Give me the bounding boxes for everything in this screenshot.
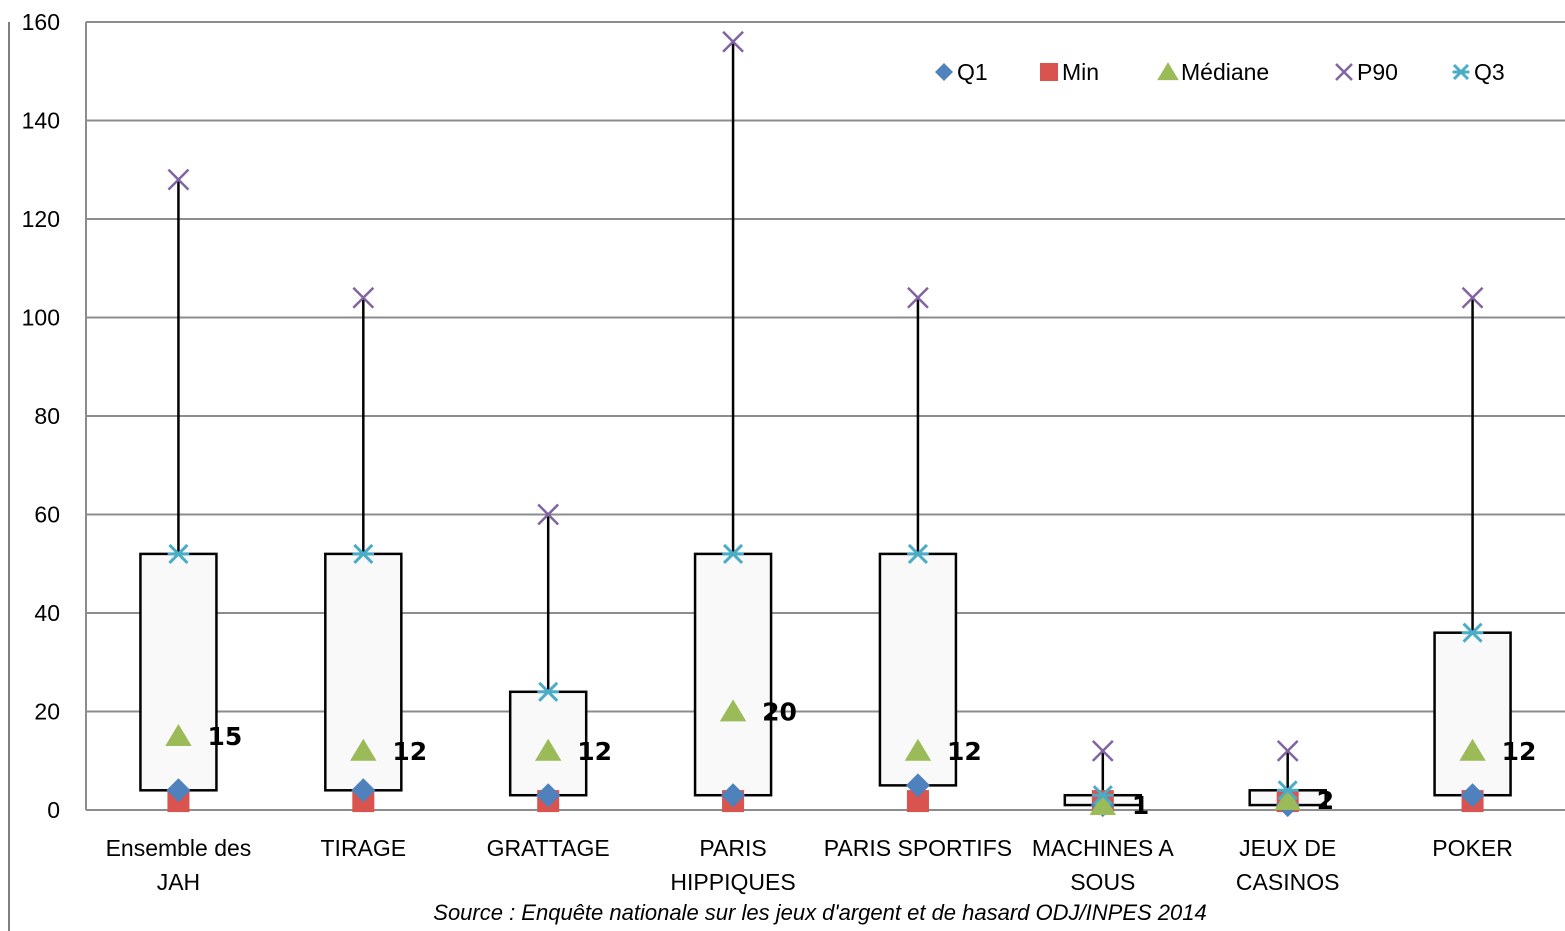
marker-q3 bbox=[537, 681, 559, 702]
legend-label: Médiane bbox=[1181, 59, 1269, 85]
marker-p90 bbox=[1091, 740, 1114, 762]
box bbox=[1433, 631, 1512, 797]
x-category-label: POKER bbox=[1432, 835, 1513, 861]
marker-q1 bbox=[536, 783, 561, 808]
x-category-label: PARIS SPORTIFS bbox=[824, 835, 1012, 861]
box bbox=[139, 552, 218, 792]
y-tick-label: 0 bbox=[47, 797, 60, 823]
median-data-label: 12 bbox=[577, 737, 612, 766]
x-category-label: HIPPIQUES bbox=[670, 869, 795, 895]
marker-q1 bbox=[1460, 783, 1485, 808]
marker-median bbox=[165, 724, 192, 747]
legend-label: Min bbox=[1062, 59, 1099, 85]
marker-p90 bbox=[1276, 740, 1299, 762]
marker-median bbox=[350, 738, 377, 761]
y-tick-label: 120 bbox=[22, 206, 60, 232]
marker-q3 bbox=[352, 543, 375, 564]
legend-marker-q1 bbox=[935, 63, 953, 81]
source-caption: Source : Enquête nationale sur les jeux … bbox=[433, 900, 1207, 925]
y-tick-label: 100 bbox=[22, 305, 60, 331]
x-category-label: Ensemble des bbox=[106, 835, 252, 861]
x-category-label: SOUS bbox=[1070, 869, 1135, 895]
marker-q3 bbox=[1276, 780, 1299, 801]
marker-median bbox=[1459, 738, 1486, 761]
x-category-label: CASINOS bbox=[1236, 869, 1340, 895]
legend-label: Q3 bbox=[1474, 59, 1505, 85]
x-category-label: TIRAGE bbox=[321, 835, 407, 861]
marker-q1 bbox=[351, 778, 376, 803]
median-data-label: 15 bbox=[207, 722, 242, 751]
y-tick-label: 20 bbox=[34, 699, 60, 725]
marker-q1 bbox=[721, 783, 746, 808]
legend-marker-min bbox=[1040, 63, 1058, 81]
median-data-label: 2 bbox=[1317, 786, 1334, 815]
legend-marker-q3 bbox=[1452, 63, 1470, 81]
y-tick-label: 40 bbox=[34, 600, 60, 626]
y-tick-label: 160 bbox=[22, 9, 60, 35]
marker-q1 bbox=[905, 773, 930, 798]
median-data-label: 12 bbox=[392, 737, 427, 766]
x-category-label: PARIS bbox=[699, 835, 766, 861]
marker-median bbox=[1274, 788, 1301, 811]
marker-p90 bbox=[537, 503, 560, 526]
marker-p90 bbox=[907, 286, 929, 309]
marker-median bbox=[719, 699, 747, 722]
x-category-label: MACHINES A bbox=[1032, 835, 1175, 861]
marker-p90 bbox=[167, 168, 190, 191]
median-data-label: 1 bbox=[1132, 791, 1149, 820]
marker-median bbox=[904, 738, 932, 761]
legend-label: P90 bbox=[1357, 59, 1398, 85]
median-data-label: 12 bbox=[947, 737, 982, 766]
x-category-label: JAH bbox=[157, 869, 200, 895]
median-data-label: 20 bbox=[762, 698, 797, 727]
marker-min bbox=[906, 790, 929, 813]
marker-q3 bbox=[907, 543, 929, 564]
marker-p90 bbox=[1461, 286, 1484, 309]
marker-q3 bbox=[1092, 785, 1114, 806]
marker-q3 bbox=[1461, 622, 1484, 643]
marker-p90 bbox=[722, 30, 744, 53]
box bbox=[693, 552, 773, 797]
legend-marker-p90 bbox=[1335, 63, 1353, 81]
x-category-label: JEUX DE bbox=[1239, 835, 1336, 861]
legend-label: Q1 bbox=[957, 59, 988, 85]
y-tick-label: 80 bbox=[34, 403, 60, 429]
y-tick-label: 60 bbox=[34, 502, 60, 528]
marker-p90 bbox=[352, 286, 375, 309]
marker-q3 bbox=[722, 543, 744, 564]
x-category-label: GRATTAGE bbox=[487, 835, 610, 861]
median-data-label: 12 bbox=[1502, 737, 1537, 766]
y-tick-label: 140 bbox=[22, 108, 60, 134]
marker-q1 bbox=[166, 778, 191, 803]
marker-median bbox=[534, 738, 562, 761]
marker-median bbox=[1089, 792, 1117, 815]
marker-q3 bbox=[167, 543, 190, 564]
legend-marker-median bbox=[1157, 62, 1179, 81]
